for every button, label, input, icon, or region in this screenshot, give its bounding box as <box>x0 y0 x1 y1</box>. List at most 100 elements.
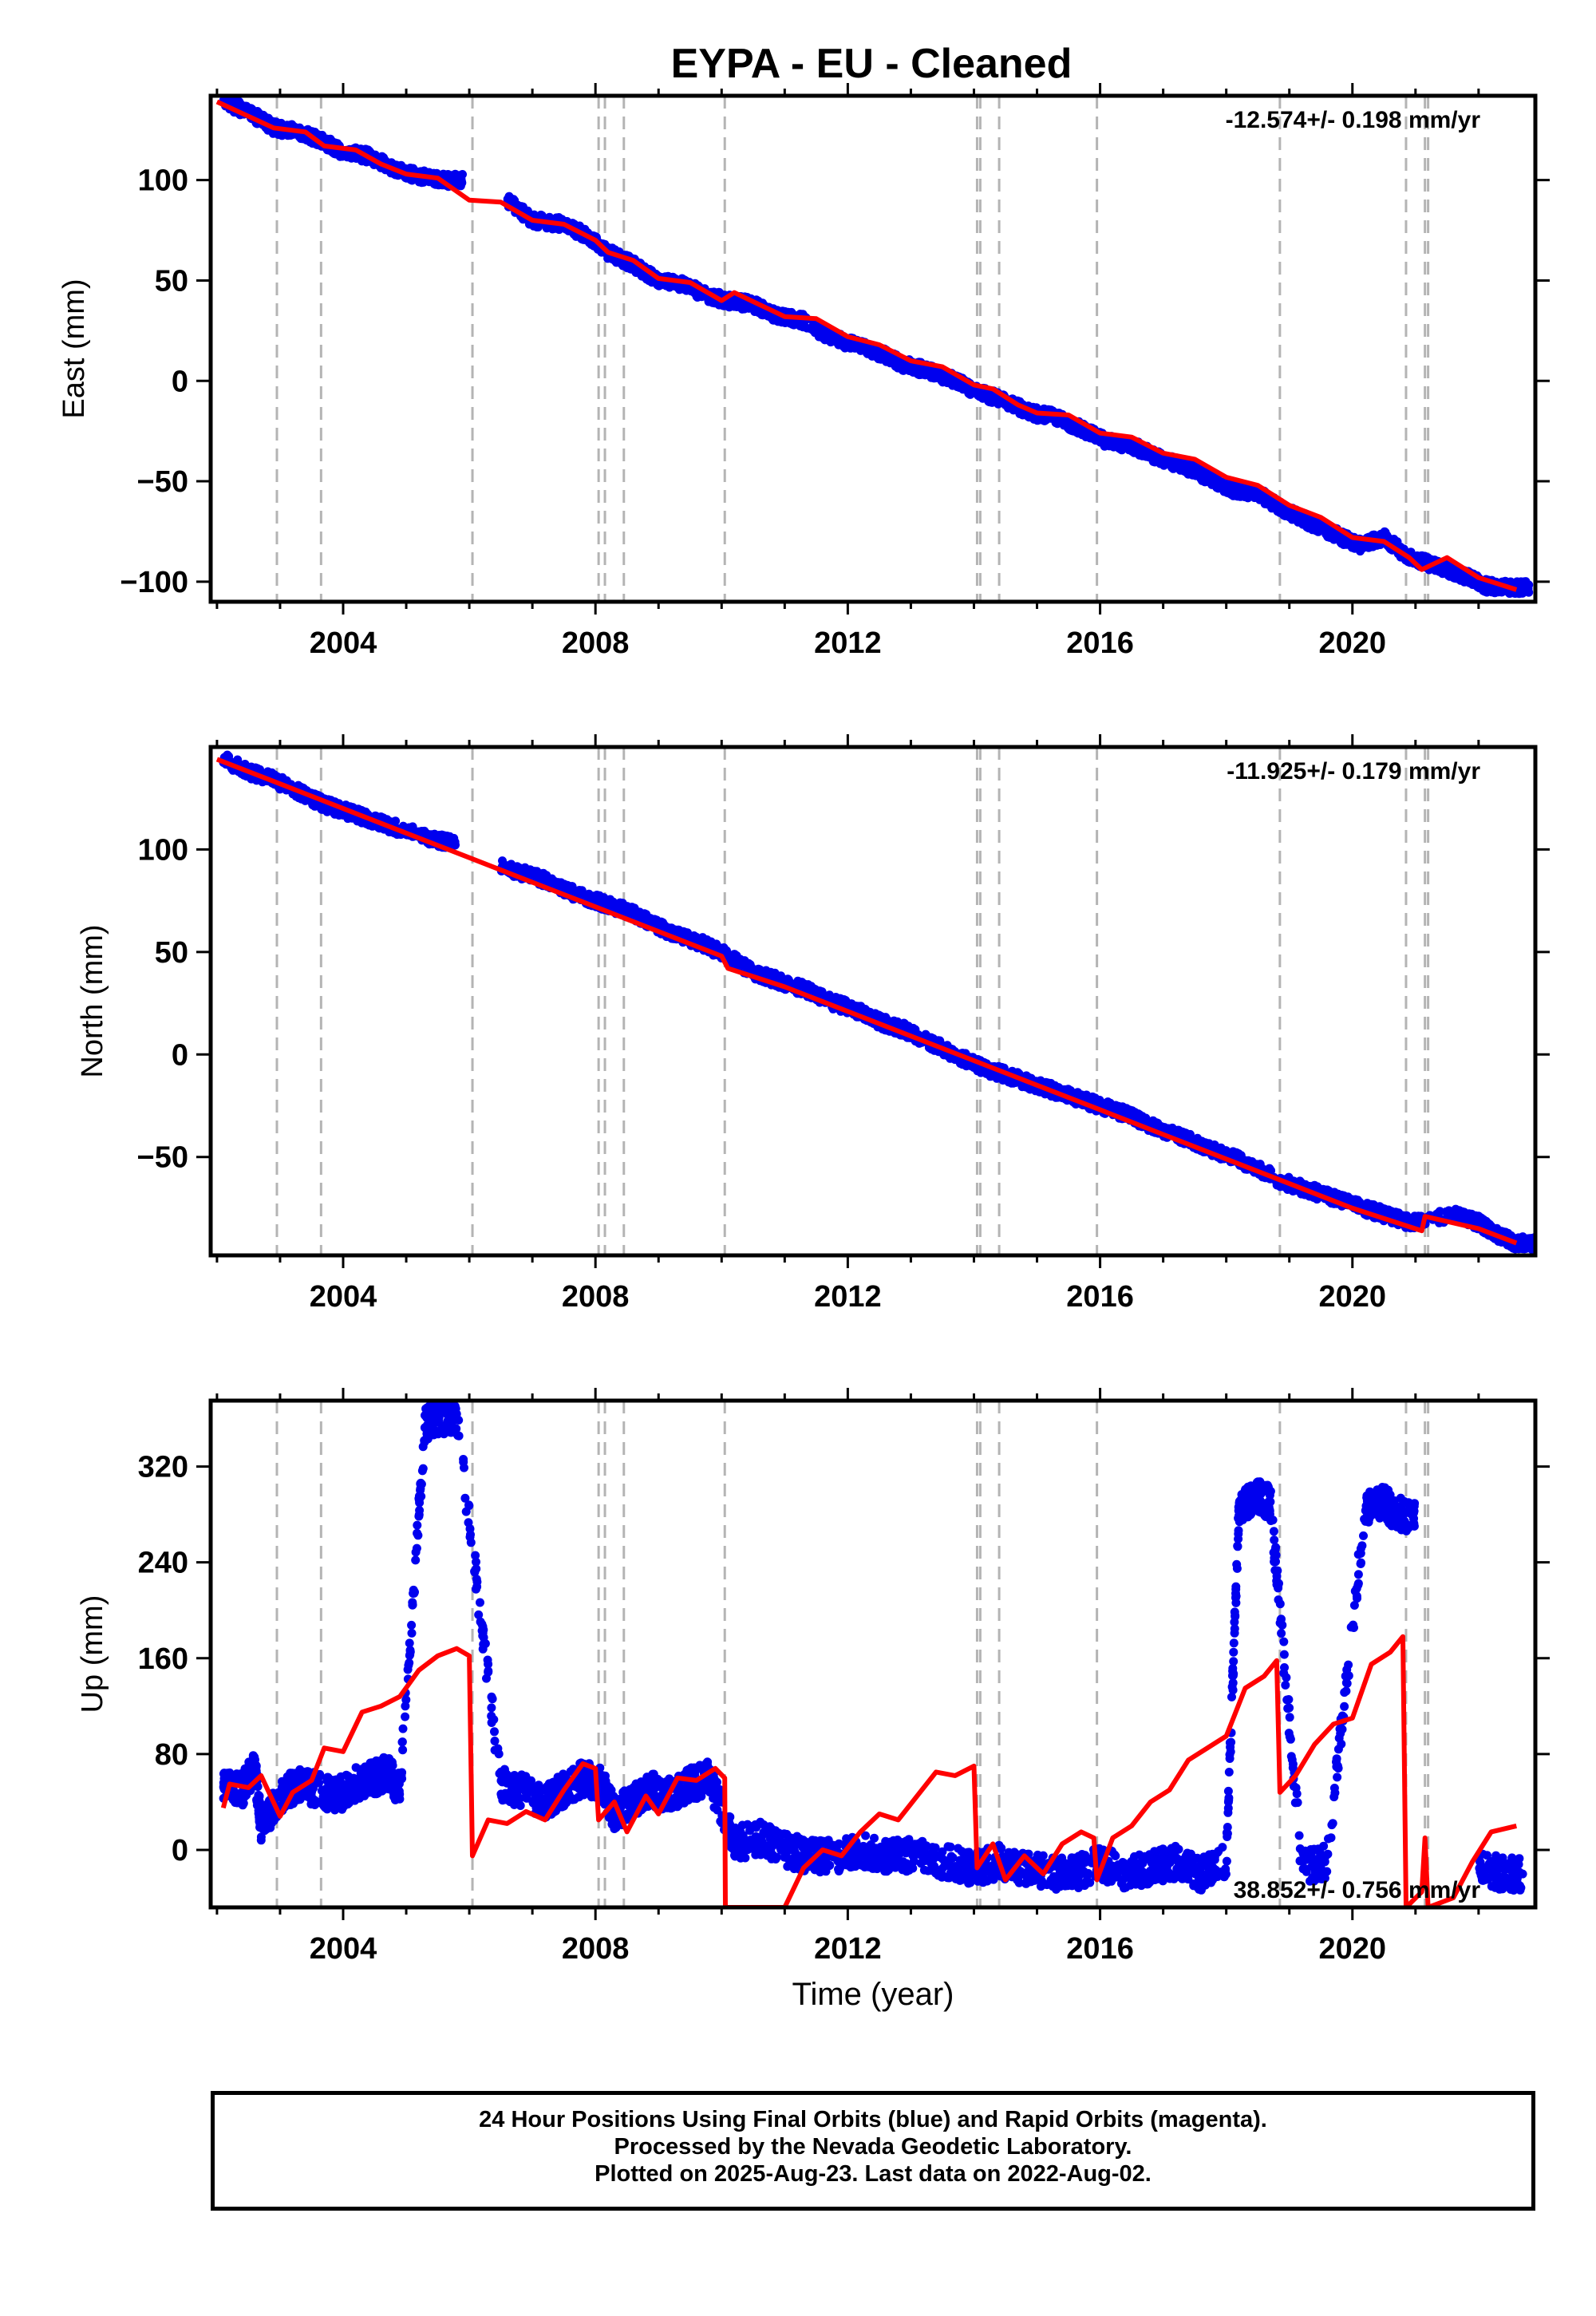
data-point <box>989 1069 998 1078</box>
data-point <box>883 352 892 362</box>
data-point <box>1215 1144 1224 1154</box>
data-point <box>697 292 706 302</box>
data-point <box>860 1005 870 1014</box>
data-point <box>735 962 745 971</box>
data-point <box>930 372 939 381</box>
data-point <box>1195 464 1204 473</box>
data-point <box>893 363 903 373</box>
chart-title: EYPA - EU - Cleaned <box>671 41 1073 87</box>
data-point <box>988 395 998 405</box>
data-point <box>1233 481 1242 491</box>
x-axis: 2004 2008 2012 2016 2020 <box>215 83 1480 660</box>
data-point <box>325 135 334 144</box>
data-point <box>862 348 871 358</box>
data-point <box>636 909 646 919</box>
data-point <box>1439 561 1448 571</box>
data-point <box>545 212 555 222</box>
data-point <box>679 284 689 294</box>
x-tick-label: 2008 <box>562 626 630 660</box>
data-point <box>1007 1077 1017 1086</box>
data-point <box>347 150 357 159</box>
data-point <box>630 265 640 275</box>
epoch-lines <box>275 747 1430 1255</box>
data-point <box>1470 579 1479 588</box>
data-point <box>1338 537 1348 547</box>
data-point <box>839 997 848 1006</box>
data-point <box>504 192 514 201</box>
y-tick-label: −50 <box>137 465 188 499</box>
data-point <box>785 318 795 328</box>
data-point <box>277 131 286 140</box>
x-tick-label: 2020 <box>1318 626 1386 660</box>
data-point <box>1197 1136 1207 1146</box>
data-point <box>1261 492 1270 502</box>
data-point <box>1431 564 1440 574</box>
y-tick-label: 100 <box>138 164 188 198</box>
data-point <box>812 326 821 335</box>
data-point <box>1296 516 1306 524</box>
data-point <box>824 332 834 342</box>
x-tick-label: 2016 <box>1066 626 1134 660</box>
data-point <box>1183 1130 1192 1140</box>
data-point <box>1116 437 1125 446</box>
data-point <box>599 899 609 908</box>
data-point <box>1183 468 1192 477</box>
data-point <box>1215 476 1224 486</box>
data-point <box>498 856 507 866</box>
y-tick-label: −100 <box>120 566 188 599</box>
data-point <box>1168 464 1178 473</box>
data-point <box>523 206 532 215</box>
data-point <box>450 840 460 849</box>
x-tick-label: 2012 <box>814 626 882 660</box>
data-point <box>455 171 464 180</box>
data-point <box>731 953 741 962</box>
y-axis-label: East (mm) <box>57 279 91 418</box>
data-point <box>1081 1092 1091 1101</box>
data-point <box>742 301 752 310</box>
data-point <box>227 96 236 105</box>
data-point <box>557 880 567 890</box>
data-point <box>853 1004 863 1014</box>
data-point <box>681 927 690 937</box>
data-point <box>889 1016 899 1026</box>
data-point <box>742 962 752 971</box>
data-point <box>1090 1093 1100 1103</box>
data-point <box>445 832 455 841</box>
data-point <box>512 862 522 871</box>
rate-annotation: -12.574+/- 0.198 mm/yr <box>1226 107 1481 133</box>
data-point <box>1365 543 1374 552</box>
data-point <box>1519 579 1529 589</box>
data-point <box>536 869 546 879</box>
data-point <box>627 910 637 919</box>
data-point <box>1270 500 1280 509</box>
data-point <box>1307 516 1316 525</box>
data-point <box>223 750 232 760</box>
epoch-lines <box>275 96 1430 602</box>
data-point <box>658 921 666 931</box>
data-point <box>982 1069 991 1078</box>
y-tick-label: 50 <box>155 264 188 298</box>
data-point <box>1287 515 1297 524</box>
data-point <box>937 369 946 378</box>
data-point <box>978 388 987 397</box>
data-point <box>435 833 444 843</box>
data-point <box>878 1013 887 1022</box>
data-point <box>254 108 263 117</box>
data-point <box>271 117 281 127</box>
data-point <box>1015 408 1025 417</box>
data-point <box>1423 553 1432 563</box>
data-point <box>1152 456 1162 466</box>
data-point <box>966 389 975 399</box>
data-point <box>1115 444 1124 453</box>
data-point <box>408 822 417 832</box>
data-point <box>1136 449 1145 459</box>
data-point <box>1119 1105 1128 1115</box>
data-point <box>934 1036 943 1045</box>
data-point <box>1521 587 1531 595</box>
data-point <box>943 377 953 385</box>
data-point <box>955 383 965 393</box>
